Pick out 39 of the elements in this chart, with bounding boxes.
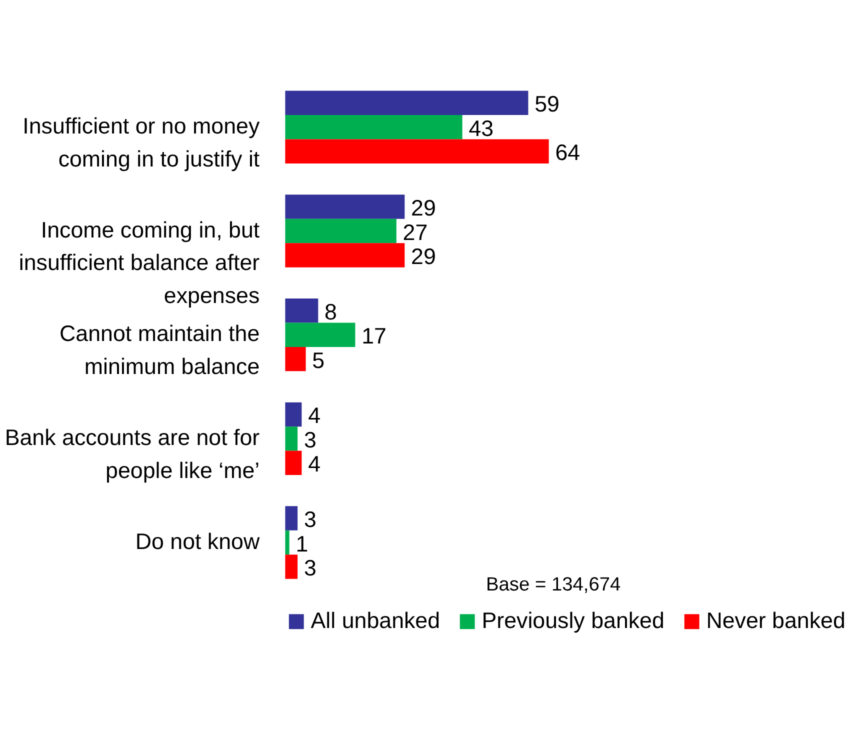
bar	[285, 450, 302, 476]
legend-label: Previously banked	[482, 608, 664, 634]
data-label: 27	[402, 220, 428, 245]
annotation: Base = 134,674	[486, 574, 622, 596]
bar	[285, 243, 405, 268]
bar	[285, 426, 298, 451]
data-label: 17	[362, 324, 386, 349]
data-label: 43	[468, 116, 494, 141]
data-label: 1	[296, 531, 308, 556]
y-tick-label: Income coming in, but insufficient balance after expenses	[18, 217, 260, 308]
data-label: 64	[555, 140, 580, 166]
bar	[285, 218, 396, 244]
data-label: 4	[308, 403, 321, 428]
data-label: 59	[534, 92, 560, 117]
bar	[285, 554, 298, 579]
bar	[285, 346, 306, 372]
legend-label: All unbanked	[310, 608, 440, 634]
data-label: 29	[411, 196, 436, 221]
y-tick-label: Insufficient or no money coming in to justify it	[22, 114, 260, 172]
data-label: 3	[304, 507, 316, 532]
bar	[285, 322, 356, 347]
y-tick-label: Do not know	[135, 528, 260, 554]
y-tick-label: Cannot maintain the minimum balance	[60, 321, 260, 379]
bar	[285, 506, 298, 530]
bar	[285, 90, 528, 116]
bar	[285, 115, 462, 140]
data-label: 8	[324, 299, 337, 324]
bar	[285, 139, 549, 164]
bar	[285, 530, 290, 555]
data-label: 5	[312, 348, 325, 373]
bar	[285, 194, 405, 219]
bar	[285, 298, 318, 323]
data-label: 4	[308, 452, 321, 477]
data-label: 3	[304, 427, 316, 452]
data-label: 29	[411, 244, 436, 269]
legend-label: Never banked	[706, 608, 846, 634]
y-tick-label: Bank accounts are not for people like ‘me’	[4, 425, 260, 483]
data-label: 3	[304, 556, 316, 581]
bar	[285, 402, 302, 427]
